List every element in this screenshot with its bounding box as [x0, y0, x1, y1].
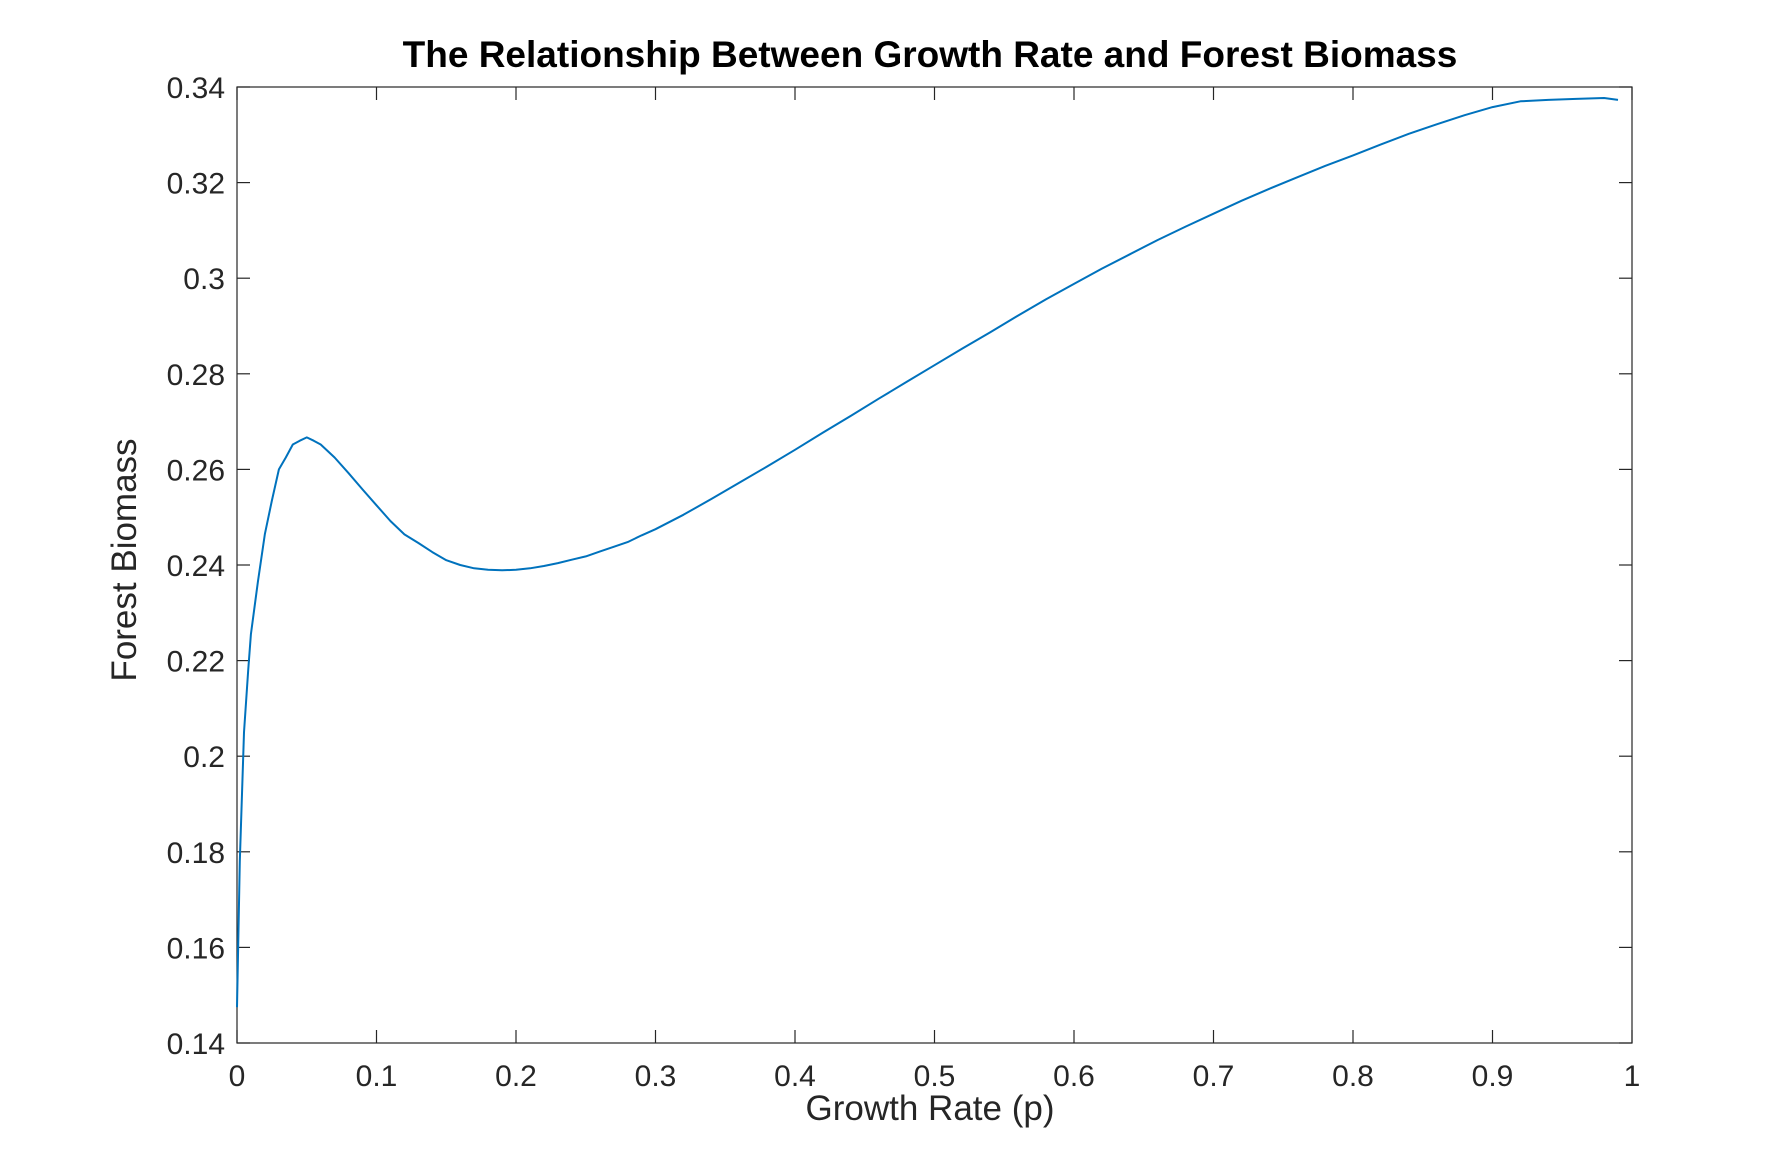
y-tick-label: 0.34: [167, 72, 225, 105]
series-line-0: [236, 97, 1619, 1008]
y-tick-label: 0.22: [167, 646, 225, 679]
x-tick-label: 1: [1624, 1060, 1641, 1093]
x-tick-label: 0.5: [914, 1060, 956, 1093]
y-tick-label: 0.3: [183, 263, 225, 296]
x-axis-ticks: 0 0.1 0.2 0.3 0.4 0.5 0.6 0.7 0.8 0.9 1: [229, 87, 1641, 1093]
x-tick-label: 0.9: [1472, 1060, 1514, 1093]
x-tick-label: 0.3: [635, 1060, 677, 1093]
x-tick-label: 0.7: [1193, 1060, 1235, 1093]
y-axis-ticks: 0.14 0.16 0.18 0.2 0.22 0.24 0.26 0.28 0.3 0.32 0.…: [167, 72, 1632, 1061]
x-tick-label: 0: [229, 1060, 246, 1093]
y-tick-label: 0.28: [167, 359, 225, 392]
plot-area: 0 0.1 0.2 0.3 0.4 0.5 0.6 0.7 0.8 0.9 1 0.140.160.…: [167, 72, 1641, 1093]
x-tick-label: 0.8: [1332, 1060, 1374, 1093]
y-tick-label: 0.18: [167, 837, 225, 870]
y-axis-label: Forest Biomass: [105, 438, 144, 681]
y-tick-label: 0.26: [167, 454, 225, 487]
y-tick-label: 0.14: [167, 1028, 225, 1061]
x-tick-label: 0.4: [774, 1060, 816, 1093]
y-tick-label: 0.16: [167, 932, 225, 965]
chart-title: The Relationship Between Growth Rate and…: [403, 34, 1458, 75]
x-tick-label: 0.6: [1053, 1060, 1095, 1093]
y-tick-label: 0.32: [167, 168, 225, 201]
x-axis-label: Growth Rate (p): [806, 1089, 1055, 1128]
x-tick-label: 0.2: [495, 1060, 537, 1093]
y-tick-label: 0.24: [167, 550, 225, 583]
series-layer: [236, 97, 1619, 1008]
x-tick-label: 0.1: [356, 1060, 398, 1093]
y-tick-label: 0.2: [183, 741, 225, 774]
